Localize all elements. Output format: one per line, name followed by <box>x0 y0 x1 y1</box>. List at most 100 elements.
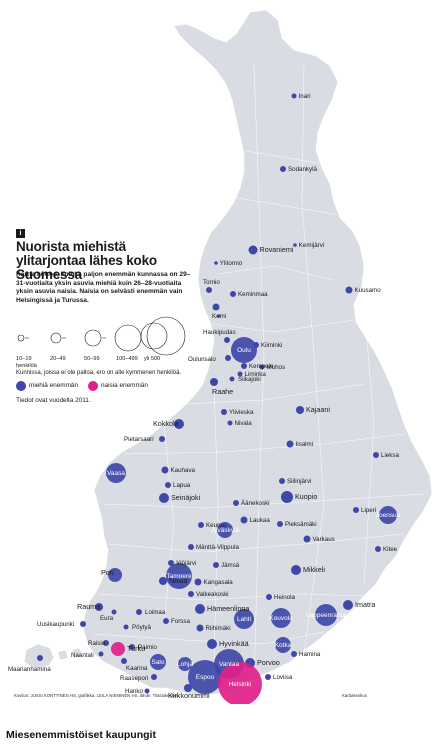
size-legend-label-2: 20–49 <box>50 356 66 362</box>
town-marker-pori <box>108 568 122 582</box>
town-marker-joensuu <box>379 506 397 524</box>
town-marker-pietarsaari <box>159 436 165 442</box>
town-marker-kemi <box>212 303 220 311</box>
size-legend: 10–19 henkilöä 20–49 50–99 100–499 yli 5… <box>16 316 196 369</box>
town-marker-oulu <box>231 337 257 363</box>
town-label-ylivieska: Ylivieska <box>229 409 254 416</box>
town-label-rovaniemi: Rovaniemi <box>260 245 294 254</box>
town-label-sein-joki: Seinäjoki <box>171 493 201 502</box>
town-label-pori: Pori <box>101 568 114 577</box>
aland-small-island <box>57 649 69 661</box>
town-marker-muhos <box>259 364 265 370</box>
town-label-loimaa: Loimaa <box>145 609 166 616</box>
female-majority-swatch <box>88 381 98 391</box>
town-label-liperi: Liperi <box>361 507 376 514</box>
town-label-kouvola: Kouvola <box>269 615 293 622</box>
town-marker-kotka <box>275 637 291 653</box>
town-marker-kokkola <box>174 419 184 429</box>
town-marker-vaasa <box>106 463 126 483</box>
town-marker-kiiminki <box>253 342 259 348</box>
town-marker-ylivieska <box>221 409 227 415</box>
town-label-inari: Inari <box>299 93 311 100</box>
town-label-keuruu: Keuruu <box>206 522 227 529</box>
town-marker-liperi <box>353 507 359 513</box>
town-marker-keuruu <box>198 522 204 528</box>
color-legend: miehiä enemmän naisia enemmän <box>16 380 192 392</box>
town-label-valkeakoski: Valkeakoski <box>196 591 229 598</box>
town-marker-uusikaupunki <box>80 621 86 627</box>
town-label-p-yty-: Pöytyä <box>132 624 151 631</box>
town-marker-siilinj-rvi <box>279 478 285 484</box>
town-label-sodankyl-: Sodankylä <box>288 166 317 173</box>
finland-map: Inari Sodankylä Rovaniemi Kemijärvi Kuusamo Y… <box>8 9 433 704</box>
town-marker-yl-j-rvi <box>168 560 174 566</box>
town-label-hyvink-: Hyvinkää <box>219 639 249 648</box>
town-label-oulu: Oulu <box>237 347 251 354</box>
town-label-m-ntt-vilppula: Mänttä-Vilppula <box>196 544 239 551</box>
town-marker-keminmaa <box>230 291 236 297</box>
size-legend-circles <box>17 316 186 356</box>
town-marker-hanko <box>144 688 150 694</box>
town-label-maarianhamina: Maarianhamina <box>8 666 51 673</box>
town-label-kitee: Kitee <box>383 546 398 553</box>
town-marker-loimaa <box>136 609 142 615</box>
size-legend-circle-4 <box>114 324 142 352</box>
size-legend-circle-3 <box>84 329 102 347</box>
town-marker-oulunsalo <box>225 355 231 361</box>
town-label-rauma: Rauma <box>77 602 100 611</box>
town-label-j-ms-: Jämsä <box>221 562 240 569</box>
town-label-kuusamo: Kuusamo <box>355 287 382 294</box>
town-label-vantaa: Vantaa <box>219 661 240 668</box>
town-marker-mikkeli <box>291 565 301 575</box>
town-label-nivala: Nivala <box>235 420 253 427</box>
town-label-imatra: Imatra <box>355 600 375 609</box>
town-label-tampere: Tampere <box>166 573 192 580</box>
size-legend-label-4: 100–499 <box>116 356 138 362</box>
town-marker-laukaa <box>240 516 248 524</box>
town-marker-espoo <box>188 660 222 694</box>
town-label-kiiminki: Kiiminki <box>261 342 282 349</box>
town-label-hanko: Hanko <box>125 688 143 695</box>
town-marker-raasepori <box>151 674 157 680</box>
size-legend-unit: henkilöä <box>16 363 37 369</box>
town-marker-hyvink- <box>207 639 217 649</box>
town-marker-kuusamo <box>345 286 353 294</box>
town-marker-haukipudas <box>224 337 230 343</box>
town-marker-iisalmi <box>286 440 294 448</box>
town-marker-p-yty- <box>123 624 129 630</box>
town-label-kokkola: Kokkola <box>153 419 179 428</box>
town-label-paimio: Paimio <box>138 644 157 651</box>
town-label-kaarina: Kaarina <box>126 665 148 672</box>
town-label-lappeenranta: Lappeenranta <box>306 612 347 619</box>
size-legend-circle-1 <box>17 334 25 342</box>
size-legend-circle-5 <box>146 316 186 356</box>
town-label-varkaus: Varkaus <box>313 536 335 543</box>
town-marker-turku <box>111 642 125 656</box>
town-label--nekoski: Äänekoski <box>241 500 270 507</box>
town-marker-nivala <box>227 420 233 426</box>
town-label-joensuu: Joensuu <box>376 512 401 519</box>
town-label-kempele: Kempele <box>249 363 274 370</box>
size-legend-label-3: 50–99 <box>84 356 100 362</box>
town-label-mikkeli: Mikkeli <box>303 565 325 574</box>
town-label-jyv-skyl-: Jyväskylä <box>211 527 240 534</box>
town-label-yl-j-rvi: Ylöjärvi <box>176 560 196 567</box>
map-credit: Karttakeskus <box>342 693 367 698</box>
town-label-eura: Eura <box>100 615 114 622</box>
town-marker-eura <box>111 609 117 615</box>
town-marker-kajaani <box>296 406 304 414</box>
town-marker-sein-joki <box>159 493 169 503</box>
town-marker-kitee <box>375 546 381 552</box>
town-marker-raisio <box>103 640 109 646</box>
female-majority-label: naisia enemmän <box>101 382 148 389</box>
town-label-riihim-ki: Riihimäki <box>206 625 231 632</box>
town-label-liminka: Liminka <box>245 371 267 378</box>
town-label-haukipudas: Haukipudas <box>203 329 236 336</box>
town-label-raahe: Raahe <box>212 387 233 396</box>
town-label-laukaa: Laukaa <box>250 517 271 524</box>
town-label-lapua: Lapua <box>173 482 191 489</box>
town-label-salo: Salo <box>151 659 164 666</box>
town-marker-naantali <box>98 651 104 657</box>
town-label-keminmaa: Keminmaa <box>238 291 268 298</box>
town-label-muhos: Muhos <box>267 364 286 371</box>
